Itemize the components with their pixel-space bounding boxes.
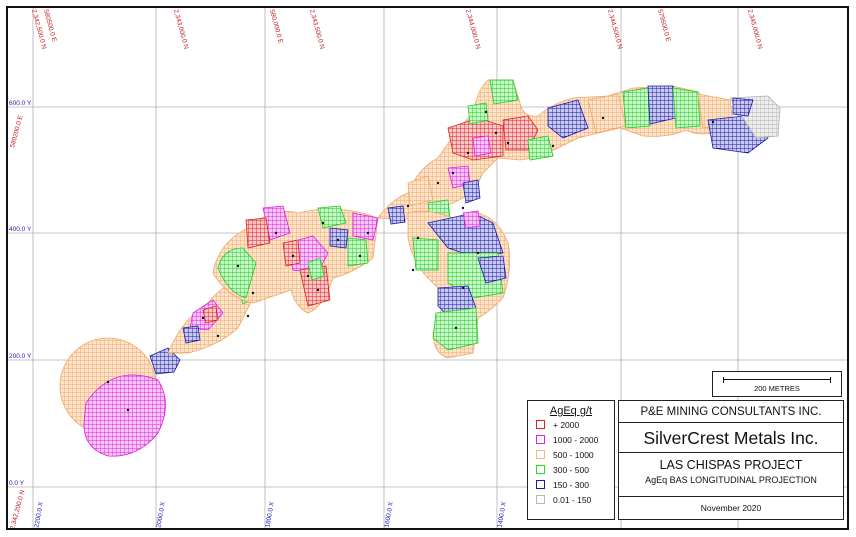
- legend-label: + 2000: [553, 419, 580, 430]
- coord-label-top: 580,000.0 E: [268, 9, 284, 45]
- coord-label-left: 580200.0 E: [9, 114, 25, 149]
- legend-swatch: [536, 480, 545, 489]
- coord-label-top: 2,343,500.0 N: [308, 9, 325, 51]
- legend-label: 1000 - 2000: [553, 434, 599, 445]
- scale-label: 200 METRES: [754, 384, 800, 393]
- legend-title: AgEq g/t: [549, 405, 593, 417]
- coord-label-top: 579500.0 E: [656, 9, 672, 44]
- legend-item: 500 - 1000: [536, 447, 614, 462]
- company-name: SilverCrest Metals Inc.: [619, 423, 843, 453]
- legend-swatch: [536, 420, 545, 429]
- coord-label-top: 2,343,000.0 N: [172, 9, 189, 51]
- coord-label-elevation: 400.0 Y: [9, 226, 32, 233]
- date-label: November 2020: [700, 503, 762, 513]
- project-name: LAS CHISPAS PROJECT: [659, 458, 803, 472]
- legend-item: 1000 - 2000: [536, 432, 614, 447]
- legend-label: 150 - 300: [553, 479, 589, 490]
- legend-swatch: [536, 495, 545, 504]
- coord-label-bottom: -2200.0 X: [33, 501, 45, 530]
- projection-subtitle: AgEq BAS LONGITUDINAL PROJECTION: [645, 475, 817, 485]
- coord-label-top: 2,345,000.0 N: [746, 9, 763, 51]
- legend-label: 0.01 - 150: [553, 494, 592, 505]
- legend-label: 500 - 1000: [553, 449, 594, 460]
- scale-bar: [723, 377, 831, 383]
- coord-label-elevation: 200.0 Y: [9, 353, 32, 360]
- coord-label-bottom: -1400.0 X: [496, 501, 508, 530]
- title-block: P&E MINING CONSULTANTS INC. SilverCrest …: [618, 400, 844, 520]
- bottom-coordinate-labels: -2200.0 X -2000.0 X -1800.0 X -1600.0 X …: [33, 501, 508, 530]
- left-coordinate-labels: 600.0 Y 400.0 Y 200.0 Y 0.0 Y 580200.0 E…: [9, 100, 32, 530]
- legend-label: 300 - 500: [553, 464, 589, 475]
- legend-swatch: [536, 435, 545, 444]
- coord-label-top: 2,344,000.0 N: [464, 9, 481, 51]
- longitudinal-projection-map: 2,342,500.0 N 580500.0 E 2,343,000.0 N 5…: [8, 8, 847, 530]
- coord-label-elevation: 600.0 Y: [9, 100, 32, 107]
- grade-legend: AgEq g/t + 2000 1000 - 2000 500 - 1000 300 …: [527, 400, 615, 520]
- coord-label-elevation: 0.0 Y: [9, 480, 25, 487]
- drill-hole-pierce-points: [106, 110, 715, 412]
- vein-block-model: [59, 79, 781, 457]
- consultant-name: P&E MINING CONSULTANTS INC.: [619, 401, 843, 423]
- top-coordinate-labels: 2,342,500.0 N 580500.0 E 2,343,000.0 N 5…: [30, 9, 763, 51]
- coord-label-bottom: -1800.0 X: [264, 501, 276, 530]
- scale-bar-box: 200 METRES: [712, 371, 842, 397]
- coord-label-left: 2,342,200.0 N: [9, 489, 26, 530]
- legend-item: 0.01 - 150: [536, 492, 614, 507]
- legend-item: 150 - 300: [536, 477, 614, 492]
- map-frame: 2,342,500.0 N 580500.0 E 2,343,000.0 N 5…: [6, 6, 849, 530]
- legend-item: + 2000: [536, 417, 614, 432]
- project-info: LAS CHISPAS PROJECT AgEq BAS LONGITUDINA…: [619, 453, 843, 497]
- coord-label-bottom: -1600.0 X: [383, 501, 395, 530]
- legend-item: 300 - 500: [536, 462, 614, 477]
- coord-label-bottom: -2000.0 X: [155, 501, 167, 530]
- legend-swatch: [536, 465, 545, 474]
- legend-swatch: [536, 450, 545, 459]
